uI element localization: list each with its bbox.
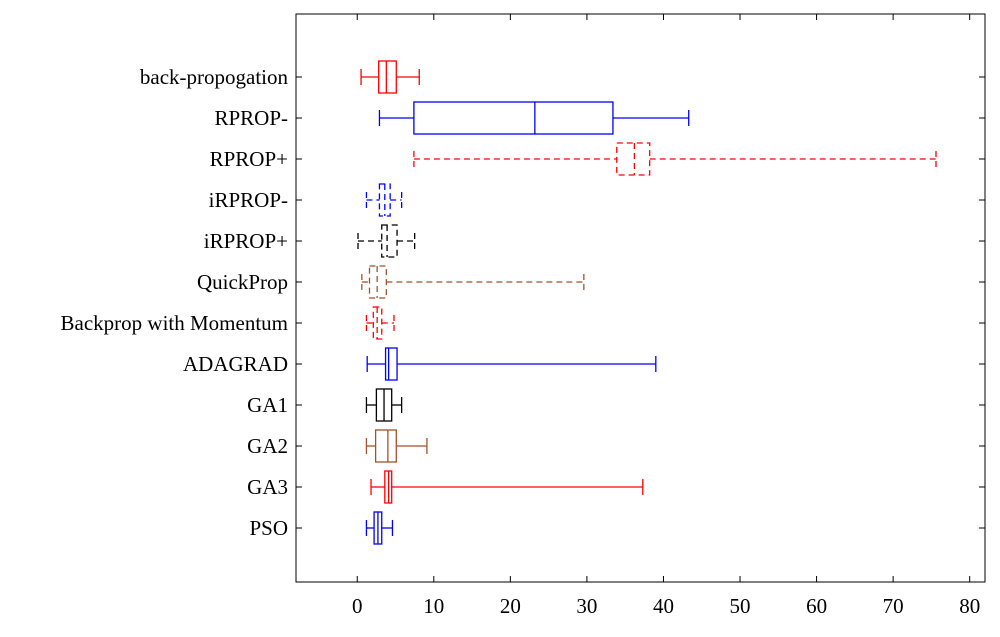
y-tick-label: GA3: [247, 475, 288, 499]
x-tick-label: 30: [576, 594, 597, 618]
x-tick-label: 60: [806, 594, 827, 618]
y-tick-label: GA1: [247, 393, 288, 417]
iqr-box: [381, 224, 398, 258]
x-tick-label: 70: [883, 594, 904, 618]
boxes-layer: [357, 60, 937, 545]
box-adagrad: [366, 347, 657, 381]
plot-area-frame: [295, 13, 986, 583]
iqr-box: [384, 347, 398, 381]
x-tick-label: 50: [730, 594, 751, 618]
box-rprop-: [413, 142, 937, 176]
x-tick-label: 80: [959, 594, 980, 618]
iqr-box: [616, 142, 651, 176]
box-ga1: [365, 388, 403, 422]
box-irprop-: [357, 224, 416, 258]
x-tick-label: 20: [500, 594, 521, 618]
y-tick-label: PSO: [249, 516, 288, 540]
box-ga3: [370, 470, 644, 504]
x-axis: 0 10 20 30 40 50 60 70 80: [352, 14, 980, 618]
iqr-box: [368, 265, 387, 299]
iqr-box: [374, 429, 397, 463]
x-tick-label: 10: [423, 594, 444, 618]
y-tick-label: ADAGRAD: [183, 352, 288, 376]
y-tick-label: back-propogation: [140, 65, 289, 89]
y-tick-label: RPROP+: [210, 147, 288, 171]
y-tick-label: iRPROP-: [209, 188, 288, 212]
box-rprop-: [378, 101, 690, 135]
box-ga2: [365, 429, 428, 463]
box-backprop-with-momentum: [365, 306, 395, 340]
y-tick-label: Backprop with Momentum: [61, 311, 288, 335]
box-quickprop: [361, 265, 585, 299]
y-tick-label: RPROP-: [214, 106, 288, 130]
box-pso: [365, 511, 394, 545]
y-tick-label: QuickProp: [197, 270, 288, 294]
box-back-propogation: [360, 60, 420, 94]
iqr-box: [413, 101, 614, 135]
y-tick-label: GA2: [247, 434, 288, 458]
y-tick-label: iRPROP+: [204, 229, 288, 253]
x-tick-label: 40: [653, 594, 674, 618]
box-irprop-: [365, 183, 403, 217]
iqr-box: [378, 60, 397, 94]
y-axis: back-propogation RPROP- RPROP+ iRPROP-iRPRO…: [61, 65, 985, 540]
x-tick-label: 0: [352, 594, 363, 618]
